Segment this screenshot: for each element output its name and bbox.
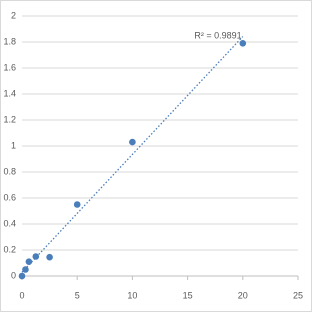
chart-border	[0, 0, 312, 312]
y-tick-label: 1.6	[3, 62, 16, 72]
x-tick-label: 20	[238, 290, 248, 300]
y-tick-label: 1.8	[3, 36, 16, 46]
y-tick-label: 1.2	[3, 114, 16, 124]
x-tick-label: 15	[183, 290, 193, 300]
y-tick-label: 2	[11, 10, 16, 20]
point	[18, 272, 26, 280]
y-tick-label: 0.6	[3, 192, 16, 202]
y-tick-label: 1	[11, 140, 16, 150]
trendline	[21, 36, 244, 273]
x-tick-label: 5	[75, 290, 80, 300]
point	[73, 201, 81, 208]
point	[46, 253, 53, 261]
y-tick-label: 0.8	[3, 166, 16, 176]
point	[239, 40, 247, 47]
y-tick-label: 0.2	[3, 244, 16, 254]
chart: R² = 0.9891 00.20.40.60.811.21.41.61.820…	[0, 0, 312, 312]
point	[129, 138, 136, 146]
point	[25, 258, 33, 266]
point	[22, 266, 29, 273]
x-tick-label: 0	[19, 290, 24, 300]
annotation: R² = 0.9891	[194, 30, 241, 40]
x-tick-label: 10	[127, 290, 137, 300]
y-tick-label: 0.4	[3, 218, 16, 228]
x-tick-label: 25	[293, 290, 303, 300]
point	[32, 253, 40, 260]
y-tick-label: 1.4	[3, 88, 16, 98]
y-tick-label: 0	[11, 270, 16, 280]
